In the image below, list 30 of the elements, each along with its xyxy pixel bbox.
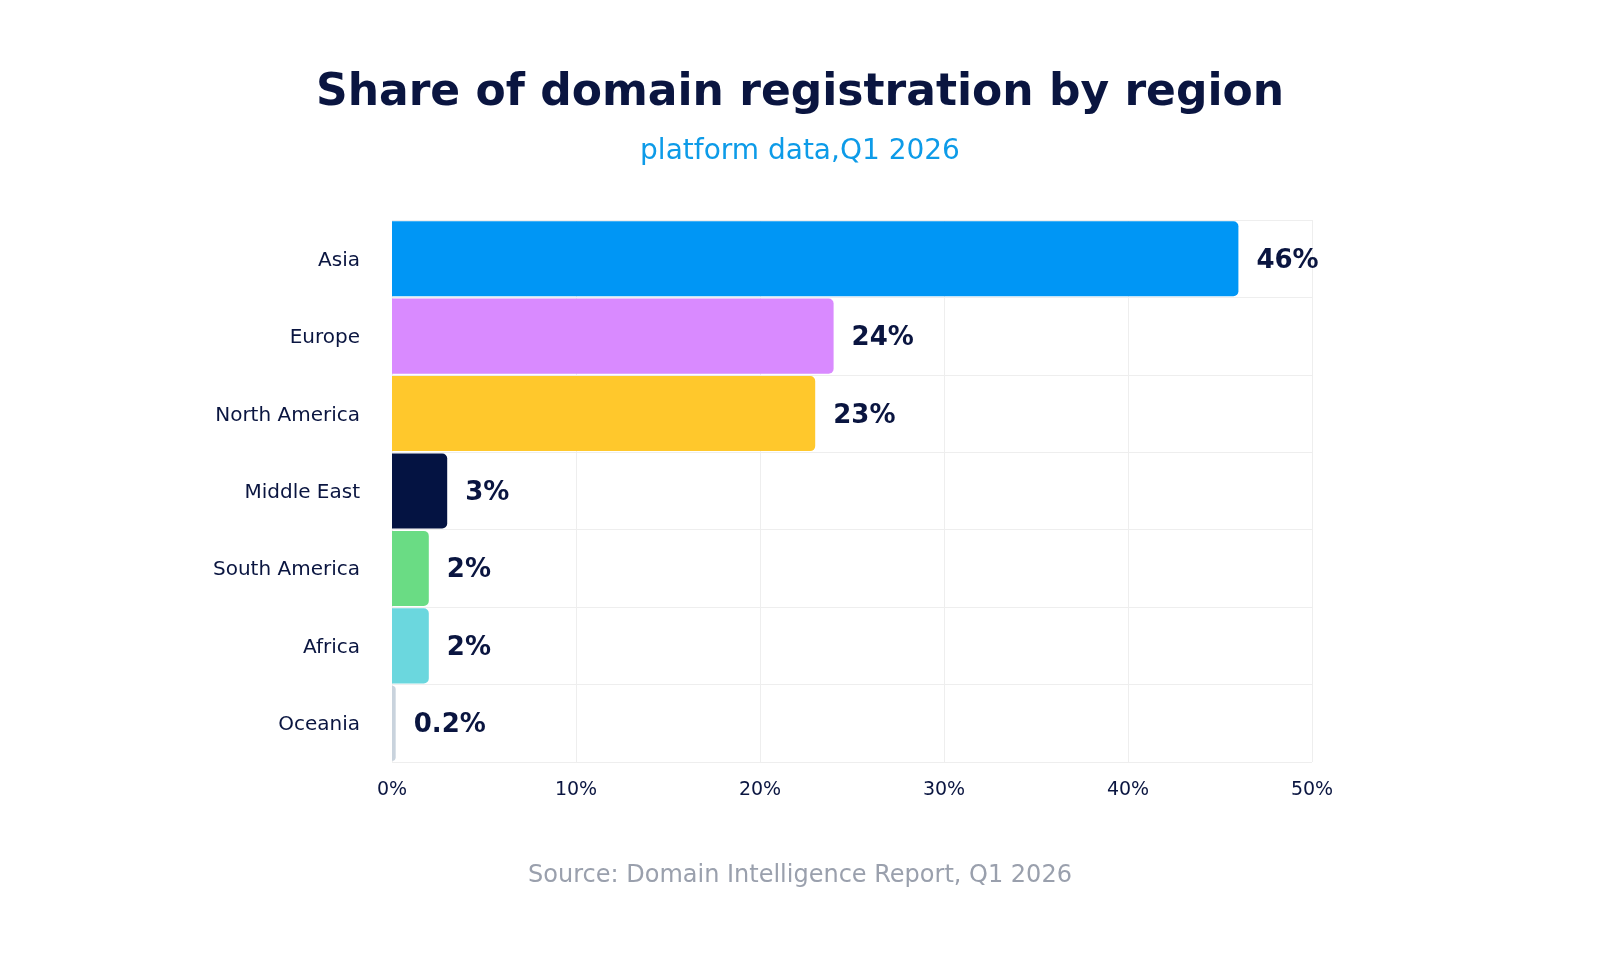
bar	[392, 685, 396, 761]
data-label: 46%	[1256, 243, 1319, 274]
y-tick-label: Europe	[289, 324, 360, 349]
x-tick-label: 0%	[376, 776, 408, 799]
chart-subtitle: platform data,Q1 2026	[640, 132, 960, 166]
x-tick-label: 40%	[1106, 776, 1150, 799]
data-label: 2%	[446, 553, 491, 584]
bar	[392, 530, 429, 606]
y-tick-label: North America	[215, 401, 360, 426]
y-tick-label: Africa	[302, 633, 360, 658]
x-tick-label: 20%	[738, 776, 782, 799]
bar	[392, 608, 429, 684]
bar	[392, 376, 816, 452]
data-label: 2%	[446, 630, 491, 661]
bar	[392, 221, 1239, 297]
y-tick-label: Middle East	[244, 479, 361, 503]
data-label: 24%	[851, 321, 914, 352]
y-tick-label: South America	[213, 556, 360, 581]
data-label: 23%	[833, 398, 896, 429]
y-tick-label: Asia	[318, 246, 360, 271]
x-tick-label: 50%	[1290, 776, 1334, 799]
data-label: 3%	[465, 476, 510, 506]
x-tick-label: 30%	[922, 776, 966, 799]
bar	[392, 453, 448, 529]
data-label: 0.2%	[413, 708, 486, 739]
y-tick-label: Oceania	[278, 711, 360, 736]
x-tick-label: 10%	[554, 776, 598, 799]
source-note: Source: Domain Intelligence Report, Q1 2026	[528, 860, 1072, 888]
bar	[392, 298, 834, 374]
chart-title: Share of domain registration by region	[315, 63, 1285, 115]
